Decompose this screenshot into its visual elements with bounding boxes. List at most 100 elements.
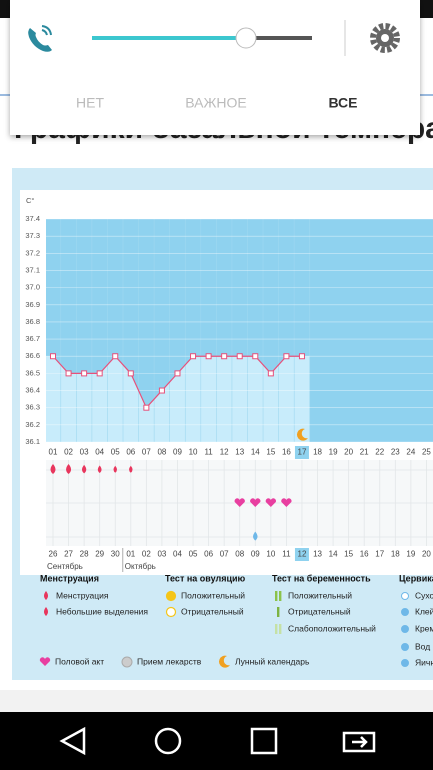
heart-icon	[234, 498, 245, 507]
settings-icon[interactable]	[370, 23, 400, 53]
day-label: 10	[189, 448, 198, 457]
legend-item: Вод	[415, 641, 430, 651]
point	[96, 370, 103, 377]
cycle-day-label: 14	[329, 550, 338, 559]
home-button[interactable]	[154, 727, 182, 755]
point	[158, 387, 165, 394]
legend-item: Прием лекарств	[137, 656, 202, 666]
point	[174, 370, 181, 377]
cycle-day-label: 08	[235, 550, 244, 559]
legend-icon	[44, 591, 48, 600]
day-label: 22	[375, 448, 384, 457]
cycle-day-label: 28	[80, 550, 89, 559]
period-icon	[66, 464, 72, 474]
point	[205, 353, 212, 360]
day-label: 13	[235, 448, 244, 457]
y-tick-label: 37.4	[25, 214, 40, 223]
tab[interactable]: ВСЕ	[328, 95, 357, 111]
cycle-day-label: 30	[111, 550, 120, 559]
point	[190, 353, 197, 360]
switch-arrow	[352, 736, 368, 748]
legend-icon	[277, 607, 280, 617]
point	[283, 353, 290, 360]
day-label: 24	[406, 448, 415, 457]
cycle-day-label: 03	[157, 550, 166, 559]
legend-icon	[44, 607, 48, 616]
legend-icon	[165, 590, 177, 602]
cycle-day-label: 15	[344, 550, 353, 559]
legend-item: Половой акт	[55, 656, 104, 666]
legend-icon	[279, 624, 282, 634]
legend-title: Менструация	[40, 573, 99, 583]
day-label: 11	[204, 448, 213, 457]
legend-item: Положительный	[181, 590, 245, 600]
legend-item: Отрицательный	[181, 606, 244, 616]
cycle-day-label: 01	[126, 550, 135, 559]
cycle-day-label: 12	[298, 550, 307, 559]
legend-item: Отрицательный	[288, 606, 351, 616]
day-label: 03	[80, 448, 89, 457]
gear-hole	[381, 34, 389, 42]
period-icon	[113, 465, 117, 473]
legend-item: Положительный	[288, 590, 352, 600]
legend-item: Лунный календарь	[235, 656, 310, 666]
wave-icon	[41, 25, 52, 36]
back-button[interactable]	[59, 726, 86, 756]
y-tick-label: 37.0	[25, 283, 40, 292]
legend-icon	[121, 656, 133, 668]
day-label: 16	[282, 448, 291, 457]
y-tick-label: 36.5	[25, 368, 40, 377]
day-label: 19	[329, 448, 338, 457]
legend-title: Тест на беременность	[272, 573, 371, 583]
day-label: 14	[251, 448, 260, 457]
y-tick-label: 36.8	[25, 317, 40, 326]
legend-item: Клей	[415, 606, 433, 616]
legend-icon	[279, 591, 282, 601]
point	[50, 353, 56, 360]
y-tick-label: 37.1	[25, 265, 40, 274]
point	[221, 353, 228, 360]
cycle-day-label: 29	[95, 550, 104, 559]
legend-icon	[165, 606, 177, 618]
period-icon	[97, 465, 102, 473]
tab[interactable]: ВАЖНОЕ	[185, 95, 246, 111]
day-label: 18	[313, 448, 322, 457]
point	[252, 353, 259, 360]
cycle-day-label: 10	[266, 550, 275, 559]
cycle-day-label: 17	[375, 550, 384, 559]
day-label: 17	[298, 448, 307, 457]
slider-knob[interactable]	[235, 27, 257, 49]
day-label: 20	[344, 448, 353, 457]
day-label: 25	[422, 448, 431, 457]
cycle-day-label: 06	[204, 550, 213, 559]
legend-title: Цервика	[399, 573, 433, 583]
call-icon[interactable]	[28, 25, 52, 52]
legend-item: Небольшие выделения	[56, 606, 148, 616]
y-tick-label: 37.2	[25, 248, 40, 257]
cycle-day-label: 13	[313, 550, 322, 559]
day-label: 04	[95, 448, 104, 457]
cycle-day-label: 27	[64, 550, 73, 559]
legend-icon	[401, 608, 409, 616]
day-label: 07	[142, 448, 151, 457]
point	[112, 353, 119, 360]
heart-icon	[265, 498, 277, 507]
cycle-day-label: 16	[360, 550, 369, 559]
tab[interactable]: НЕТ	[76, 95, 104, 111]
page-bottom	[0, 690, 433, 712]
selected-day	[294, 548, 309, 561]
day-label: 23	[391, 448, 400, 457]
heart-icon	[281, 498, 292, 507]
cycle-day-label: 19	[406, 550, 415, 559]
month-label: Октябрь	[125, 562, 156, 571]
moon-icon	[296, 428, 308, 441]
cycle-day-label: 18	[391, 550, 400, 559]
legend-icon	[39, 657, 51, 666]
recents-button[interactable]	[250, 727, 278, 755]
switch-button[interactable]	[342, 731, 376, 753]
cycle-day-label: 04	[173, 550, 182, 559]
legend-icon	[401, 625, 409, 633]
point	[143, 404, 150, 411]
legend-icon	[275, 624, 278, 634]
day-label: 09	[173, 448, 182, 457]
